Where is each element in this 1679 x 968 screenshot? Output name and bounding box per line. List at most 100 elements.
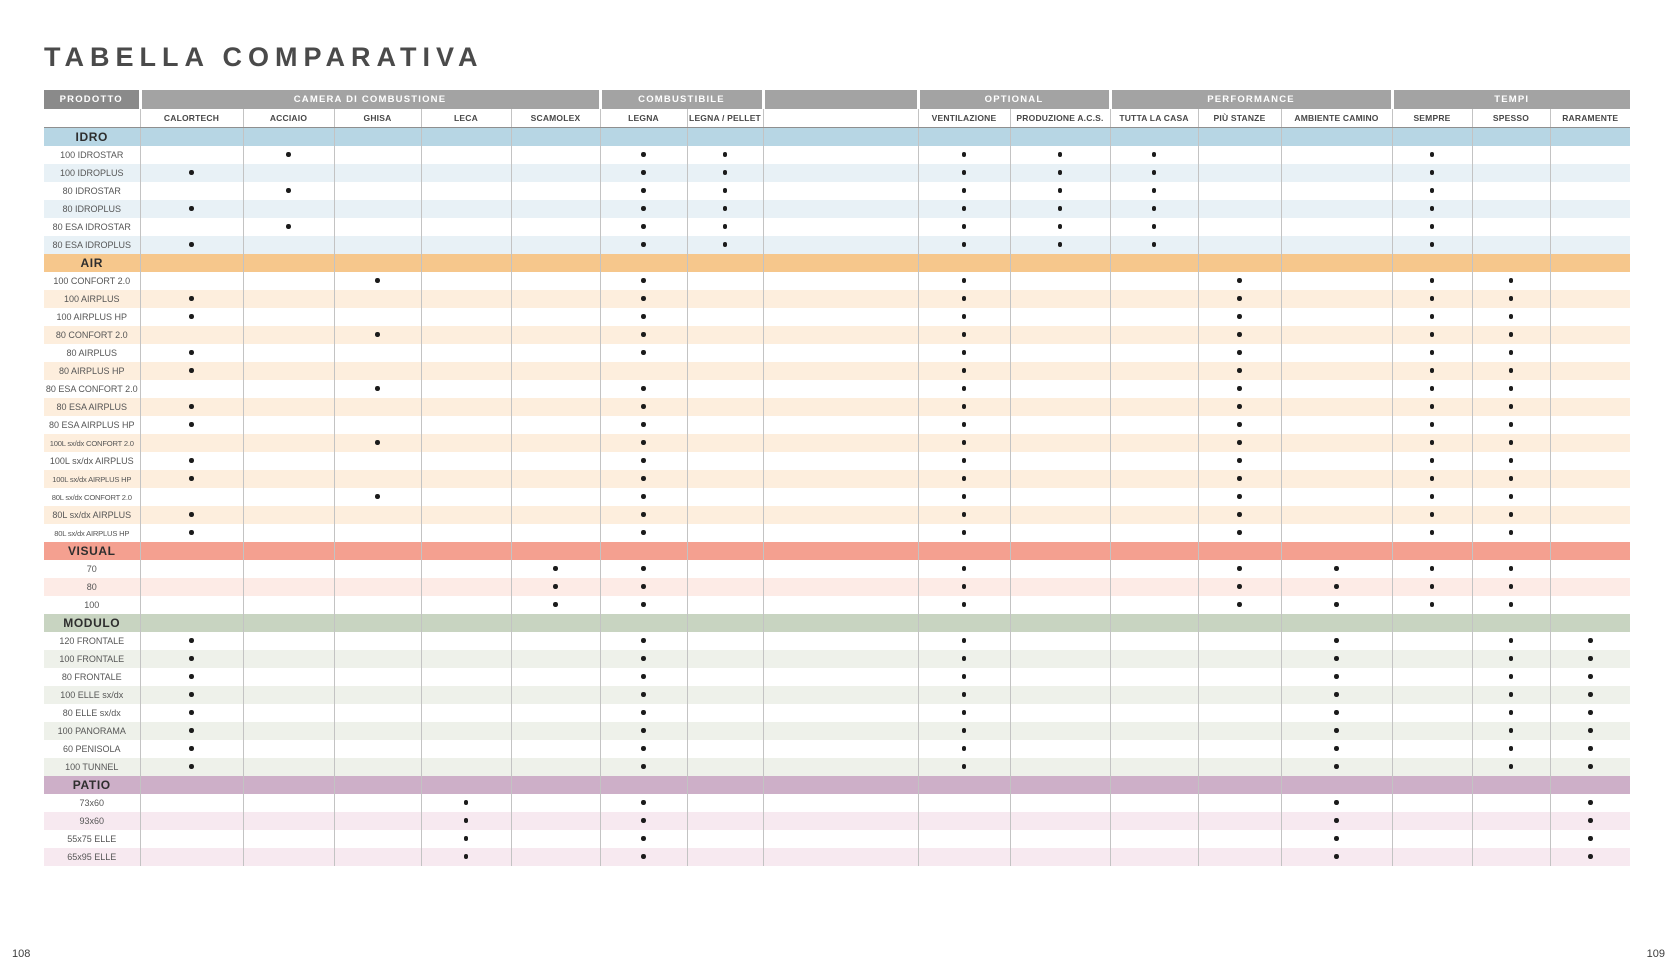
section-fill-cell: [1198, 542, 1282, 560]
feature-cell-spacer: [763, 164, 919, 182]
feature-cell-tutta_la_casa: [1110, 434, 1199, 452]
feature-cell-calortech: [140, 560, 244, 578]
feature-cell-calortech: [140, 722, 244, 740]
feature-dot: [722, 241, 728, 247]
feature-cell-scamolex: [511, 560, 601, 578]
feature-cell-legna_pellet: [687, 488, 764, 506]
feature-cell-spesso: [1472, 470, 1551, 488]
feature-cell-tutta_la_casa: [1110, 236, 1199, 254]
feature-cell-scamolex: [511, 434, 601, 452]
feature-dot: [641, 151, 646, 157]
feature-dot: [1237, 457, 1242, 463]
feature-dot: [1237, 349, 1242, 355]
feature-cell-calortech: [140, 506, 244, 524]
column-header-produzione_acs: PRODUZIONE A.C.S.: [1010, 109, 1111, 128]
feature-cell-acciaio: [243, 596, 335, 614]
feature-dot: [641, 799, 646, 805]
feature-cell-ventilazione: [918, 506, 1011, 524]
feature-dot: [1587, 745, 1593, 751]
feature-cell-spacer: [763, 416, 919, 434]
feature-cell-calortech: [140, 146, 244, 164]
section-fill-cell: [1392, 254, 1473, 272]
section-fill-cell: [421, 254, 512, 272]
feature-cell-tutta_la_casa: [1110, 146, 1199, 164]
table-row: 100L sx/dx CONFORT 2.0: [44, 434, 1630, 452]
feature-cell-acciaio: [243, 272, 335, 290]
section-fill-cell: [1392, 127, 1473, 146]
feature-cell-ventilazione: [918, 398, 1011, 416]
feature-cell-ambiente_camino: [1281, 452, 1393, 470]
feature-cell-produzione_acs: [1010, 596, 1111, 614]
product-label: 100 AIRPLUS: [44, 290, 141, 308]
feature-cell-piu_stanze: [1198, 506, 1282, 524]
feature-cell-ghisa: [334, 326, 422, 344]
feature-cell-spacer: [763, 380, 919, 398]
feature-cell-ambiente_camino: [1281, 524, 1393, 542]
feature-cell-ambiente_camino: [1281, 794, 1393, 812]
feature-cell-spacer: [763, 326, 919, 344]
feature-cell-legna_pellet: [687, 452, 764, 470]
feature-dot: [1151, 241, 1157, 247]
feature-dot: [1429, 457, 1435, 463]
feature-cell-calortech: [140, 200, 244, 218]
feature-cell-legna_pellet: [687, 812, 764, 830]
feature-cell-ambiente_camino: [1281, 506, 1393, 524]
feature-cell-tutta_la_casa: [1110, 704, 1199, 722]
feature-dot: [1237, 583, 1242, 589]
feature-cell-calortech: [140, 686, 244, 704]
feature-cell-piu_stanze: [1198, 362, 1282, 380]
feature-dot: [189, 529, 194, 535]
feature-cell-produzione_acs: [1010, 344, 1111, 362]
section-header-row-idro: IDRO: [44, 127, 1630, 146]
feature-dot: [1334, 763, 1339, 769]
feature-dot: [961, 655, 967, 661]
section-fill-cell: [140, 254, 244, 272]
feature-dot: [641, 727, 646, 733]
feature-dot: [189, 205, 194, 211]
feature-cell-leca: [421, 164, 512, 182]
feature-cell-scamolex: [511, 578, 601, 596]
feature-cell-raramente: [1550, 146, 1630, 164]
feature-dot: [463, 835, 469, 841]
feature-cell-ambiente_camino: [1281, 182, 1393, 200]
product-label: 55x75 ELLE: [44, 830, 141, 848]
feature-cell-ventilazione: [918, 200, 1011, 218]
feature-cell-leca: [421, 650, 512, 668]
feature-cell-piu_stanze: [1198, 596, 1282, 614]
table-row: 73x60: [44, 794, 1630, 812]
product-label: 80 IDROSTAR: [44, 182, 141, 200]
feature-dot: [1057, 187, 1063, 193]
feature-cell-acciaio: [243, 812, 335, 830]
feature-cell-sempre: [1392, 416, 1473, 434]
feature-cell-calortech: [140, 380, 244, 398]
feature-cell-legna_pellet: [687, 740, 764, 758]
feature-cell-piu_stanze: [1198, 740, 1282, 758]
feature-cell-spesso: [1472, 344, 1551, 362]
feature-cell-raramente: [1550, 560, 1630, 578]
feature-cell-produzione_acs: [1010, 560, 1111, 578]
feature-dot: [1508, 457, 1514, 463]
feature-cell-scamolex: [511, 740, 601, 758]
feature-dot: [189, 637, 194, 643]
feature-cell-sempre: [1392, 596, 1473, 614]
feature-cell-legna_pellet: [687, 632, 764, 650]
feature-cell-spesso: [1472, 596, 1551, 614]
feature-cell-legna: [600, 434, 688, 452]
feature-cell-piu_stanze: [1198, 308, 1282, 326]
feature-dot: [961, 493, 967, 499]
feature-cell-leca: [421, 704, 512, 722]
feature-dot: [961, 745, 967, 751]
feature-cell-calortech: [140, 848, 244, 866]
feature-cell-legna_pellet: [687, 434, 764, 452]
feature-dot: [1237, 385, 1242, 391]
feature-cell-piu_stanze: [1198, 524, 1282, 542]
feature-cell-ambiente_camino: [1281, 578, 1393, 596]
feature-dot: [1587, 709, 1593, 715]
feature-cell-ventilazione: [918, 344, 1011, 362]
column-header-legna_pellet: LEGNA / PELLET: [687, 109, 764, 128]
feature-dot: [1587, 835, 1593, 841]
section-fill-cell: [511, 127, 601, 146]
feature-dot: [641, 169, 646, 175]
feature-cell-sempre: [1392, 452, 1473, 470]
feature-dot: [189, 457, 194, 463]
